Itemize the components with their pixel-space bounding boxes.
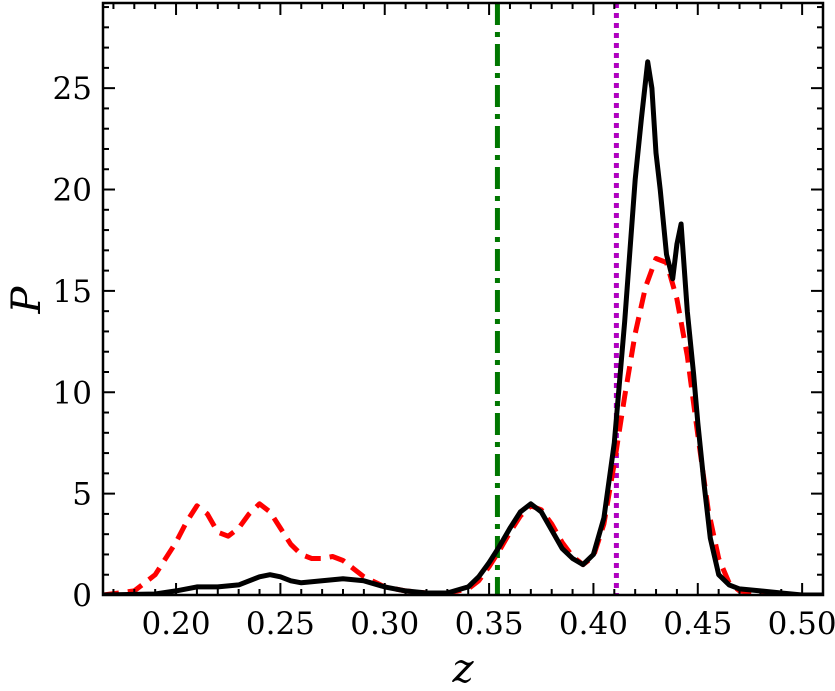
x-tick-label: 0.50 — [768, 606, 835, 642]
ticks: 0.20 0.25 0.30 0.35 0.40 0.45 0.50 0 5 10 15 20 25 — [53, 3, 835, 642]
series-line-1 — [103, 256, 823, 595]
x-tick-label: 0.20 — [142, 606, 211, 642]
y-tick-label: 25 — [53, 71, 92, 107]
x-tick-label: 0.40 — [559, 606, 628, 642]
x-tick-label: 0.30 — [350, 606, 419, 642]
y-axis-label: P — [4, 285, 50, 314]
y-tick-label: 10 — [53, 375, 92, 411]
y-tick-label: 15 — [53, 274, 92, 310]
y-tick-label: 20 — [53, 173, 92, 209]
x-tick-label: 0.25 — [246, 606, 315, 642]
plot-area — [103, 3, 823, 595]
series-line-2 — [103, 59, 823, 595]
y-tick-label: 5 — [72, 477, 92, 513]
x-axis-label: z — [451, 646, 474, 691]
x-tick-label: 0.45 — [663, 606, 732, 642]
x-tick-label: 0.35 — [455, 606, 524, 642]
plot-frame — [101, 1, 825, 597]
y-tick-label: 0 — [72, 578, 92, 614]
